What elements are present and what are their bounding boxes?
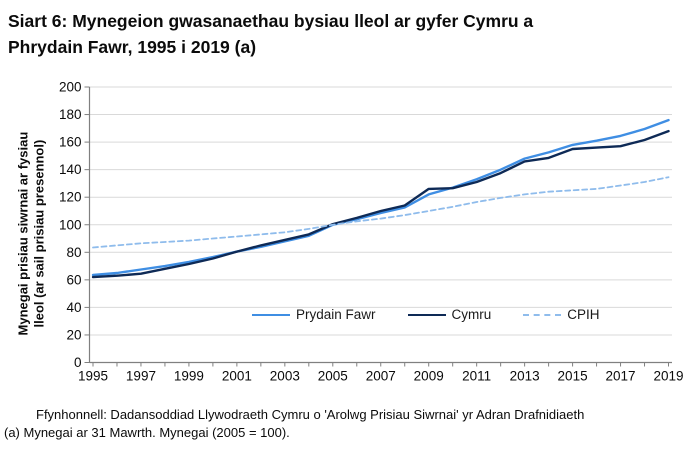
line-chart-canvas: 0 20 40 60 80 100 120 140 160 180 200 1995 1997 1999 2… xyxy=(59,80,684,384)
svg-text:0: 0 xyxy=(74,355,82,370)
chart-footer: Ffynhonnell: Dadansoddiad Llywodraeth Cy… xyxy=(0,406,698,442)
cymru-line-swatch-icon xyxy=(407,313,446,316)
svg-text:1999: 1999 xyxy=(174,369,204,384)
svg-text:60: 60 xyxy=(66,272,81,287)
legend-label-cymru: Cymru xyxy=(451,307,492,322)
svg-text:160: 160 xyxy=(59,135,82,150)
index-note: (a) Mynegai ar 31 Mawrth. Mynegai (2005 … xyxy=(4,425,290,441)
svg-text:2003: 2003 xyxy=(270,369,300,384)
svg-text:2007: 2007 xyxy=(366,369,396,384)
legend-label-cpih: CPIH xyxy=(567,307,600,322)
svg-text:2011: 2011 xyxy=(462,369,491,384)
cpih-line-swatch-icon xyxy=(523,313,562,316)
svg-text:2009: 2009 xyxy=(414,369,444,384)
svg-text:140: 140 xyxy=(59,162,82,177)
legend-item-cymru: Cymru xyxy=(407,307,492,322)
legend-label-prydain-fawr: Prydain Fawr xyxy=(296,307,376,322)
prydain-fawr-line-swatch-icon xyxy=(252,313,290,316)
chart-legend: Prydain Fawr Cymru CPIH xyxy=(252,307,600,322)
svg-text:200: 200 xyxy=(59,80,82,95)
legend-item-prydain-fawr: Prydain Fawr xyxy=(252,307,376,322)
svg-text:180: 180 xyxy=(59,107,82,122)
legend-item-cpih: CPIH xyxy=(523,307,600,322)
svg-text:2015: 2015 xyxy=(558,369,588,384)
svg-text:1995: 1995 xyxy=(78,369,108,384)
svg-text:1997: 1997 xyxy=(126,369,156,384)
svg-text:40: 40 xyxy=(66,300,81,315)
svg-text:80: 80 xyxy=(66,245,81,260)
svg-text:120: 120 xyxy=(59,190,82,205)
svg-text:2001: 2001 xyxy=(222,369,252,384)
chart-title: Siart 6: Mynegeion gwasanaethau bysiau l… xyxy=(8,11,534,58)
svg-text:2013: 2013 xyxy=(510,369,540,384)
svg-text:2017: 2017 xyxy=(606,369,636,384)
chart-plot-area: Mynegai prisiau siwrnai ar fysiau lleol … xyxy=(0,76,698,388)
source-note: Ffynhonnell: Dadansoddiad Llywodraeth Cy… xyxy=(36,407,585,422)
svg-text:2005: 2005 xyxy=(318,369,348,384)
svg-text:100: 100 xyxy=(59,217,82,232)
svg-text:20: 20 xyxy=(66,327,81,342)
svg-text:2019: 2019 xyxy=(653,369,683,384)
